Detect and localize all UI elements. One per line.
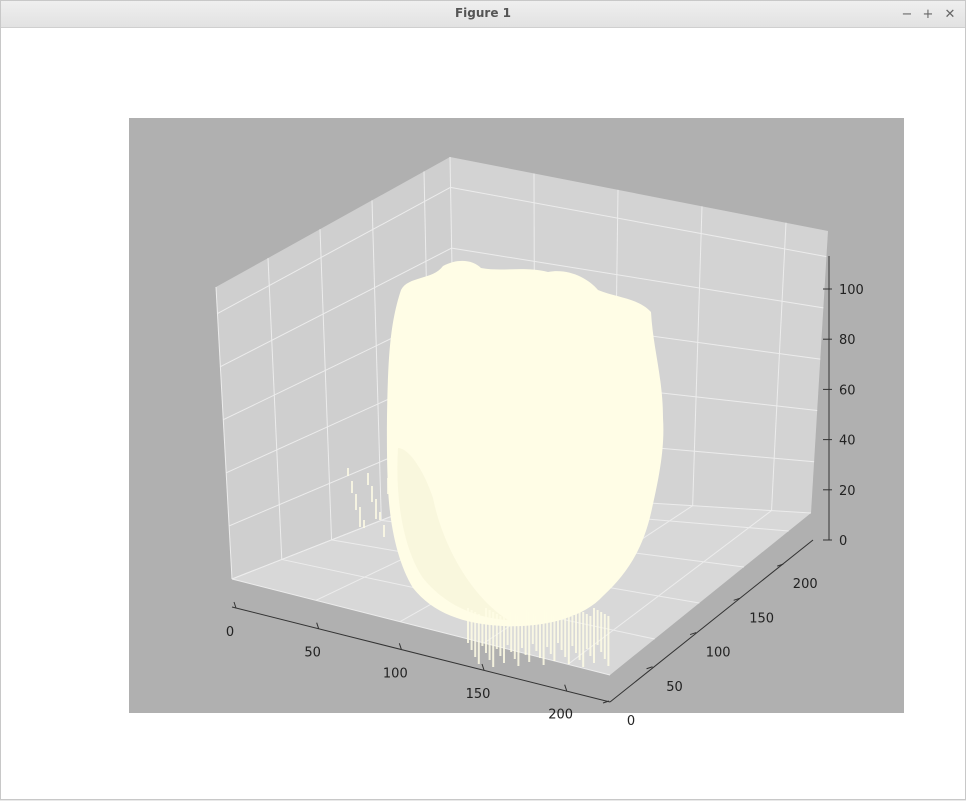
gridline: [451, 247, 824, 309]
maximize-button[interactable]: +: [922, 6, 934, 22]
surface-mesh: [347, 260, 664, 667]
x-tick-label: 0: [226, 625, 234, 640]
gridline: [267, 258, 283, 560]
gridline: [231, 578, 611, 676]
y-tick-mark: [777, 563, 784, 567]
gridline: [215, 286, 233, 580]
y-tick-mark: [733, 597, 740, 601]
x-tick-label: 50: [304, 646, 321, 661]
x-tick-mark: [398, 643, 402, 650]
z-tick-label: 100: [839, 283, 864, 298]
z-tick-label: 0: [839, 534, 847, 549]
x-tick-label: 100: [383, 666, 408, 681]
z-tick-label: 20: [839, 484, 856, 499]
x-tick-mark: [233, 601, 237, 609]
x-axis-line: [231, 606, 611, 703]
y-axis-ticks: 0 50 100 150 200: [602, 563, 818, 729]
close-button[interactable]: ✕: [944, 6, 956, 22]
y-tick-mark: [646, 666, 653, 670]
x-tick-mark: [564, 684, 568, 691]
gridline: [220, 247, 452, 368]
gridline: [217, 186, 451, 314]
y-tick-label: 100: [706, 646, 731, 661]
z-tick-label: 80: [839, 333, 856, 348]
z-axis-ticks: 0 20 40 60 80 100: [823, 283, 864, 549]
minimize-button[interactable]: −: [901, 6, 913, 22]
y-tick-label: 50: [666, 680, 683, 695]
surface-shadow: [397, 448, 508, 620]
y-axis-line: [609, 539, 814, 703]
title-bar[interactable]: Figure 1 − + ✕: [1, 1, 965, 28]
gridline: [319, 229, 333, 540]
gridline: [450, 186, 827, 258]
y-tick-mark: [689, 632, 697, 636]
surface-drips: [347, 468, 610, 667]
y-tick-label: 150: [749, 611, 774, 626]
window-title: Figure 1: [454, 6, 512, 20]
x-axis-ticks: 0 50 100 150 200: [226, 601, 573, 723]
x-tick-mark: [316, 622, 320, 629]
gridline: [771, 222, 787, 511]
figure-canvas[interactable]: 0 50 100 150 200 0 50 100 150 200 0 20 40 60 80 100: [3, 28, 963, 797]
plot-3d[interactable]: 0 50 100 150 200 0 50 100 150 200 0 20 40 60 80 100: [3, 28, 963, 797]
y-tick-mark: [602, 700, 610, 704]
z-tick-label: 40: [839, 434, 856, 449]
x-tick-mark: [481, 663, 485, 671]
z-tick-label: 60: [839, 383, 856, 398]
x-tick-label: 150: [466, 687, 491, 702]
x-tick-label: 200: [548, 708, 573, 723]
surface-body: [386, 260, 664, 627]
y-tick-label: 0: [627, 714, 635, 729]
y-tick-label: 200: [793, 577, 818, 592]
gridline: [371, 200, 382, 521]
gridline: [692, 206, 703, 506]
